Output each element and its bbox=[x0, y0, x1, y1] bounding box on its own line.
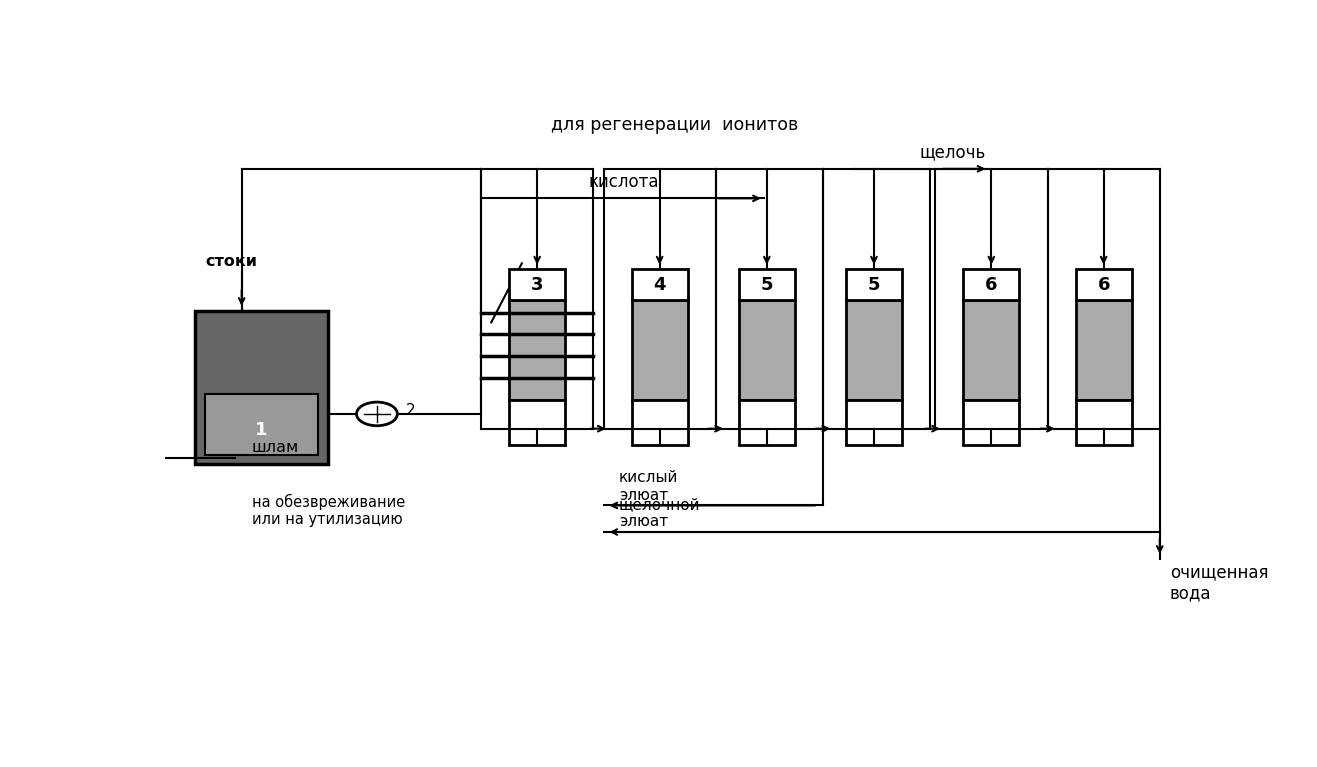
Bar bbox=[1076, 269, 1131, 300]
Bar bbox=[963, 400, 1019, 445]
Bar bbox=[1076, 300, 1131, 400]
Bar bbox=[846, 400, 902, 445]
Bar bbox=[510, 400, 565, 445]
Text: 1: 1 bbox=[255, 421, 267, 439]
Text: 6: 6 bbox=[985, 275, 997, 294]
Text: 5: 5 bbox=[868, 275, 880, 294]
Text: щелочной
элюат: щелочной элюат bbox=[619, 497, 701, 529]
Bar bbox=[1076, 400, 1131, 445]
Bar bbox=[846, 269, 902, 300]
Text: 3: 3 bbox=[531, 275, 544, 294]
Text: кислый
элюат: кислый элюат bbox=[619, 470, 678, 502]
Text: кислота: кислота bbox=[589, 173, 660, 191]
Bar bbox=[963, 269, 1019, 300]
Bar bbox=[195, 311, 328, 464]
Circle shape bbox=[357, 402, 398, 426]
Text: для регенерации  ионитов: для регенерации ионитов bbox=[552, 116, 798, 133]
Text: стоки: стоки bbox=[205, 254, 258, 269]
Text: щелочь: щелочь bbox=[921, 143, 986, 162]
Text: очищенная
вода: очищенная вода bbox=[1169, 563, 1268, 602]
Bar bbox=[739, 269, 795, 300]
Text: на обезвреживание
или на утилизацию: на обезвреживание или на утилизацию bbox=[252, 494, 406, 527]
Bar bbox=[632, 400, 687, 445]
Text: 2: 2 bbox=[406, 403, 415, 419]
Text: 5: 5 bbox=[761, 275, 773, 294]
Bar bbox=[510, 269, 565, 300]
Bar bbox=[846, 300, 902, 400]
Bar bbox=[963, 300, 1019, 400]
Bar bbox=[632, 300, 687, 400]
Bar bbox=[205, 393, 317, 456]
Text: шлам: шлам bbox=[252, 440, 299, 456]
Text: 6: 6 bbox=[1097, 275, 1110, 294]
Bar bbox=[739, 300, 795, 400]
Bar bbox=[739, 400, 795, 445]
Bar bbox=[632, 269, 687, 300]
Bar bbox=[510, 300, 565, 400]
Text: 4: 4 bbox=[653, 275, 666, 294]
